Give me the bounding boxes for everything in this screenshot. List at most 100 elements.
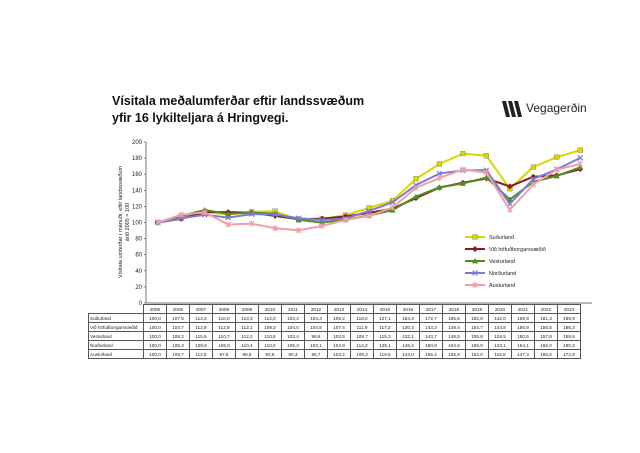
data-point [413,184,419,191]
legend-item: Við höfuðborgarsvæðið [465,246,546,253]
table-cell: 181,3 [534,313,558,323]
table-cell: 100,0 [143,313,167,323]
y-tick-label: 0 [139,301,143,307]
table-cell: 155,2 [419,349,443,359]
table-cell: 143,3 [419,322,443,332]
table-cell: 98,6 [235,349,259,359]
data-point [201,209,208,216]
table-cell: 165,6 [534,349,558,359]
data-point [413,176,419,182]
table-cell: 109,7 [166,349,190,359]
data-point [577,160,584,167]
data-point [389,199,396,206]
vegagerdin-logo: Vegagerðin [500,97,610,121]
table-corner-cell [89,305,144,314]
table-cell: 110,4 [235,340,259,350]
data-point [248,211,255,217]
data-point [483,174,490,180]
table-year-header: 2010 [258,304,282,314]
data-point [483,169,490,176]
table-cell: 107,5 [166,313,190,323]
table-cell: 143,0 [396,349,420,359]
data-point [366,212,372,219]
data-point [530,164,536,170]
table-cell: 172,7 [419,313,443,323]
data-point [436,184,443,190]
chart-legend: Suðurland Við höfuðborgarsvæðið Vesturland… [465,234,546,289]
table-cell: 117,2 [373,322,397,332]
table-year-header: 2019 [465,304,489,314]
data-point [472,246,478,252]
data-point [472,282,478,288]
table-cell: 164,8 [442,340,466,350]
data-table: 2005 2006 2007 2008 2009 2010 2011 2012 2013 2014… [88,304,581,359]
table-row: Austurland 100,0 109,7 112,5 97,5 98,6 92,8 90,… [88,349,581,359]
table-year-header: 2015 [373,304,397,314]
chart-axes: 0 20 40 60 80 100 120 140 160 180 200 [132,140,592,307]
table-row: Vesturland 100,0 108,2 115,5 110,7 112,2 110,8… [88,331,581,341]
table-year-header: 2009 [235,304,259,314]
table-year-header: 2008 [212,304,236,314]
data-point [436,175,443,181]
table-row-label: Austurland [88,349,144,359]
table-cell: 105,3 [166,340,190,350]
data-point [295,227,302,234]
table-cell: 142,0 [488,313,512,323]
data-point [459,180,466,186]
y-axis-label-line: Vísitala umferðar í mánuði, eftir landss… [117,165,124,278]
table-cell: 185,6 [442,313,466,323]
road-stripes-icon [502,101,522,117]
data-point [472,234,478,240]
table-year-header: 2016 [396,304,420,314]
table-cell: 166,3 [557,322,581,332]
data-point [483,153,489,159]
table-year-header: 2018 [442,304,466,314]
data-point [225,214,232,221]
data-point [225,221,231,228]
table-cell: 123,1 [488,340,512,350]
legend-item: Vesturland [465,258,515,265]
data-point [577,154,584,161]
table-cell: 106,0 [212,340,236,350]
table-cell: 115,3 [373,331,397,341]
legend-item: Austurland [465,282,515,289]
table-cell: 180,3 [557,340,581,350]
table-year-header: 2023 [557,304,581,314]
y-tick-label: 120 [132,204,143,210]
data-point [553,172,560,179]
table-year-header: 2020 [488,304,512,314]
legend-label: Suðurland [489,234,514,241]
table-cell: 146,4 [396,340,420,350]
table-year-header: 2014 [350,304,374,314]
table-header-row: 2005 2006 2007 2008 2009 2010 2011 2012 2013 2014… [89,304,581,314]
table-cell: 104,0 [281,322,305,332]
data-point [507,206,513,213]
table-cell: 112,9 [212,322,236,332]
legend-item: Norðurland [465,270,516,277]
y-tick-label: 80 [135,237,142,243]
data-point [319,223,325,229]
data-point [460,151,466,157]
data-point [506,183,513,190]
table-cell: 155,8 [465,331,489,341]
data-point [530,176,537,182]
data-point [472,258,478,264]
table-cell: 103,3 [281,313,305,323]
table-cell: 109,2 [327,313,351,323]
table-cell: 100,0 [143,322,167,332]
table-cell: 100,0 [143,349,167,359]
logo-text: Vegagerðin [526,101,587,115]
data-point [178,211,184,218]
table-cell: 189,9 [557,313,581,323]
data-point [295,215,302,222]
data-point [272,225,278,232]
table-cell: 168,6 [557,331,581,341]
chart-title-line-2: yfir 16 lykilteljara á Hringvegi. [112,111,289,125]
table-cell: 108,2 [166,331,190,341]
data-point [342,217,349,223]
table-cell: 162,0 [465,349,489,359]
table-year-header: 2006 [166,304,190,314]
table-cell: 99,8 [304,331,328,341]
table-cell: 110,0 [212,313,236,323]
